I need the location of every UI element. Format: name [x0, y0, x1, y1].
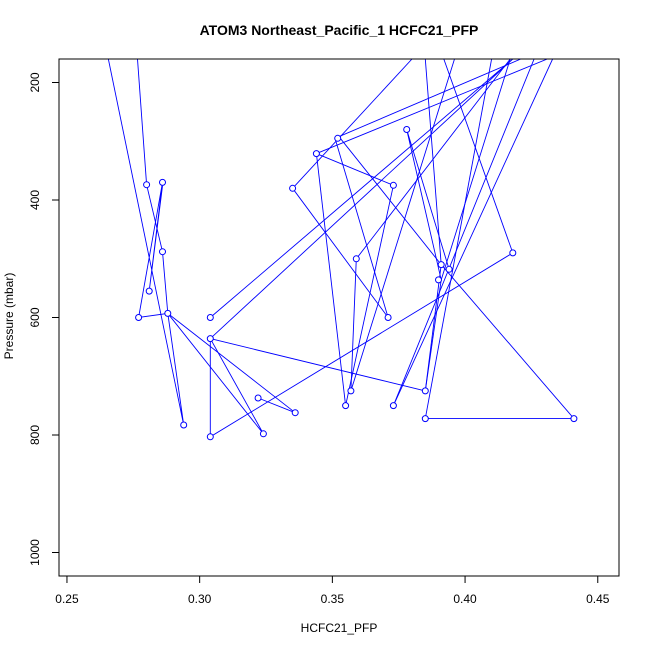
series-line-16: [424, 59, 493, 419]
x-axis-label: HCFC21_PFP: [301, 621, 378, 635]
data-point-14: [289, 184, 297, 192]
data-point-16: [334, 134, 342, 142]
data-point-28: [445, 265, 453, 273]
data-point-12: [254, 394, 262, 402]
series-line-15: [424, 263, 575, 420]
data-point-21: [389, 181, 397, 189]
series-line-2: [137, 59, 450, 435]
y-tick-label: 200: [28, 72, 42, 92]
series-line-12: [339, 59, 442, 267]
series-line-3: [167, 313, 296, 414]
data-point-26: [435, 276, 442, 284]
data-point-2: [159, 178, 166, 186]
series-line-11: [350, 59, 455, 392]
data-point-3: [159, 248, 166, 256]
x-tick-label: 0.25: [55, 592, 79, 606]
series-line-8: [315, 153, 394, 406]
data-point-11: [259, 430, 267, 438]
data-point-5: [164, 309, 172, 317]
series-line-17: [440, 59, 511, 281]
data-point-13: [291, 409, 299, 417]
series-layer: [107, 59, 575, 438]
data-point-8: [206, 314, 214, 321]
series-line-5: [209, 59, 514, 438]
x-tick-label: 0.30: [188, 592, 212, 606]
y-tick-label: 800: [28, 425, 42, 445]
x-axis: 0.25 0.30 0.35 0.40 0.45: [55, 575, 610, 606]
x-tick-label: 0.35: [321, 592, 345, 606]
chart-title: ATOM3 Northeast_Pacific_1 HCFC21_PFP: [200, 22, 479, 38]
series-line-9: [316, 59, 548, 155]
y-axis: 200 400 600 800 1000: [28, 72, 60, 566]
data-point-4: [145, 287, 153, 295]
series-line-10: [350, 59, 511, 391]
marker-layer: [135, 126, 578, 441]
series-line-4: [209, 59, 514, 339]
y-tick-label: 1000: [28, 539, 42, 566]
data-point-25: [421, 415, 429, 423]
data-point-27: [437, 261, 445, 269]
data-point-24: [421, 387, 429, 395]
data-point-23: [403, 126, 411, 133]
data-point-9: [206, 335, 214, 343]
y-tick-label: 600: [28, 307, 42, 327]
series-line-13: [392, 59, 535, 406]
data-point-29: [509, 249, 517, 257]
data-point-6: [135, 314, 143, 321]
data-point-1: [143, 181, 151, 189]
data-point-18: [347, 387, 355, 395]
data-point-17: [342, 402, 350, 410]
data-point-22: [389, 402, 397, 410]
data-point-7: [180, 421, 188, 429]
data-point-10: [206, 433, 214, 441]
data-point-30: [570, 415, 578, 423]
series-line-1: [107, 59, 185, 426]
x-tick-label: 0.40: [453, 592, 477, 606]
x-tick-label: 0.45: [586, 592, 610, 606]
y-axis-label: Pressure (mbar): [2, 273, 16, 360]
data-point-15: [312, 150, 320, 158]
series-line-7: [292, 59, 521, 318]
series-line-6: [292, 59, 413, 189]
y-tick-label: 400: [28, 190, 42, 210]
data-point-20: [384, 314, 392, 321]
series-line-14: [392, 59, 554, 406]
data-point-19: [352, 255, 360, 263]
